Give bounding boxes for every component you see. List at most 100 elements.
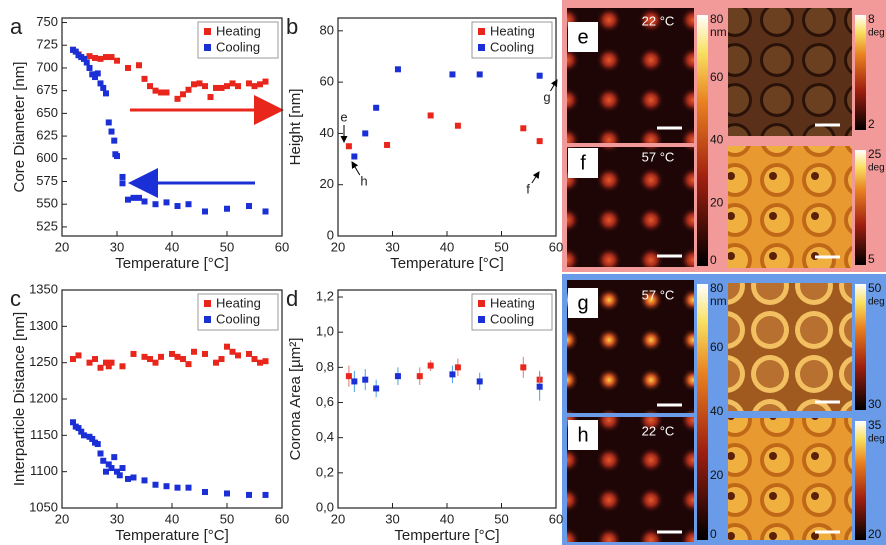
data-point bbox=[536, 138, 543, 145]
data-point bbox=[202, 350, 208, 357]
y-axis-label: Interparticle Distance [nm] bbox=[11, 312, 28, 486]
data-point bbox=[394, 66, 401, 73]
colorbar-tick-label: 40 bbox=[710, 404, 724, 418]
data-point bbox=[141, 198, 148, 205]
y-tick-label: 750 bbox=[36, 14, 58, 29]
y-tick-label: 0,8 bbox=[316, 359, 334, 374]
data-point bbox=[103, 468, 109, 475]
data-point bbox=[111, 454, 118, 461]
data-point bbox=[185, 86, 192, 93]
data-point bbox=[202, 208, 208, 215]
y-tick-label: 1050 bbox=[29, 499, 58, 514]
colorbar-min: 5 bbox=[868, 252, 875, 266]
data-point bbox=[152, 201, 159, 208]
data-point bbox=[105, 461, 112, 468]
y-tick-label: 0,4 bbox=[316, 429, 334, 444]
data-point bbox=[207, 94, 214, 101]
data-point bbox=[229, 80, 236, 87]
x-tick-label: 30 bbox=[385, 511, 399, 526]
y-tick-label: 725 bbox=[36, 37, 58, 52]
image-label: g bbox=[577, 292, 588, 314]
data-point bbox=[103, 90, 109, 97]
data-point bbox=[174, 353, 181, 360]
data-point bbox=[224, 490, 230, 497]
x-tick-label: 50 bbox=[220, 511, 234, 526]
x-tick-label: 20 bbox=[55, 239, 69, 254]
data-point bbox=[191, 81, 197, 88]
data-point bbox=[454, 122, 461, 129]
data-point bbox=[454, 364, 461, 371]
x-tick-label: 20 bbox=[331, 511, 345, 526]
annotation-arrow bbox=[531, 171, 540, 184]
y-axis-label: Core Diameter [nm] bbox=[11, 62, 28, 193]
data-point bbox=[520, 364, 527, 371]
height-colorbar bbox=[697, 15, 708, 266]
data-point bbox=[136, 62, 142, 69]
y-tick-label: 0,0 bbox=[316, 499, 334, 514]
data-point bbox=[147, 83, 153, 90]
afm-phase-image bbox=[728, 418, 852, 540]
y-tick-label: 675 bbox=[36, 82, 58, 97]
phase-colorbar bbox=[855, 421, 866, 540]
data-point bbox=[108, 359, 115, 366]
data-point bbox=[103, 54, 109, 61]
data-point bbox=[108, 128, 115, 135]
colorbar-tick-label: 40 bbox=[710, 133, 724, 147]
data-point bbox=[75, 425, 82, 432]
x-axis-label: Temperature [°C] bbox=[115, 255, 229, 272]
colorbar-tick-label: 20 bbox=[710, 195, 724, 209]
phase-colorbar bbox=[855, 284, 866, 410]
data-point bbox=[111, 137, 118, 144]
data-point bbox=[141, 353, 148, 360]
colorbar-tick-label: 80 bbox=[710, 12, 724, 26]
data-point bbox=[158, 89, 164, 96]
data-point bbox=[262, 358, 269, 365]
data-point bbox=[94, 441, 101, 448]
data-point bbox=[427, 362, 434, 369]
y-tick-label: 1100 bbox=[30, 463, 58, 478]
data-point bbox=[169, 350, 175, 357]
colorbar-tick-label: 60 bbox=[710, 340, 724, 354]
colorbar-unit: nm bbox=[710, 294, 727, 308]
data-point bbox=[86, 53, 93, 60]
x-axis-label: Temperature [°C] bbox=[390, 255, 504, 272]
data-point bbox=[114, 57, 120, 64]
legend-marker bbox=[478, 28, 485, 35]
data-point bbox=[345, 373, 352, 380]
legend-marker bbox=[478, 300, 485, 307]
data-point bbox=[92, 356, 98, 363]
data-point bbox=[108, 54, 115, 61]
y-tick-label: 525 bbox=[36, 218, 58, 233]
data-point bbox=[119, 465, 126, 472]
legend-marker bbox=[204, 28, 211, 35]
data-point bbox=[116, 472, 123, 479]
data-point bbox=[103, 359, 109, 366]
y-tick-label: 1300 bbox=[29, 318, 58, 333]
height-colorbar bbox=[697, 284, 708, 540]
x-tick-label: 30 bbox=[110, 239, 124, 254]
colorbar-tick-label: 60 bbox=[710, 70, 724, 84]
data-point bbox=[174, 484, 181, 491]
data-point bbox=[362, 376, 369, 383]
x-axis-label: Temperature [°C] bbox=[115, 527, 229, 544]
data-point bbox=[119, 180, 126, 187]
y-tick-label: 600 bbox=[36, 150, 58, 165]
y-tick-label: 1250 bbox=[29, 354, 58, 369]
data-point bbox=[213, 84, 219, 91]
data-point bbox=[262, 208, 269, 215]
y-tick-label: 550 bbox=[36, 196, 58, 211]
colorbar-max: 8 bbox=[868, 12, 875, 26]
x-tick-label: 60 bbox=[549, 239, 563, 254]
legend-box bbox=[471, 293, 553, 331]
annotation-arrow bbox=[550, 79, 558, 92]
colorbar-max: 35 bbox=[868, 418, 882, 432]
data-point bbox=[152, 87, 159, 94]
y-tick-label: 80 bbox=[320, 22, 334, 37]
colorbar-tick-label: 80 bbox=[710, 281, 724, 295]
colorbar-min: 20 bbox=[868, 527, 882, 541]
data-point bbox=[72, 48, 79, 55]
data-point bbox=[158, 353, 164, 360]
y-axis-label: Height [nm] bbox=[287, 89, 304, 166]
data-point bbox=[70, 356, 76, 363]
